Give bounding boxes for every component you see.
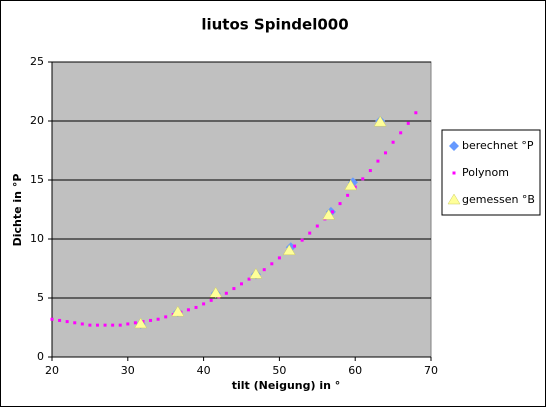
- square-marker: [58, 318, 62, 322]
- square-marker: [452, 171, 456, 175]
- y-tick-label: 20: [30, 114, 44, 127]
- square-marker: [186, 308, 190, 312]
- legend-label: gemessen °B: [462, 193, 535, 206]
- square-marker: [330, 210, 334, 214]
- plot-area: [51, 61, 432, 358]
- square-marker: [149, 318, 153, 322]
- square-marker: [111, 323, 115, 327]
- square-marker: [202, 302, 206, 306]
- triangle-marker: [344, 179, 358, 191]
- legend-label: berechnet °P: [462, 139, 534, 152]
- square-marker: [262, 268, 266, 272]
- y-tick-label: 10: [30, 232, 44, 245]
- square-marker: [315, 224, 319, 228]
- square-marker: [50, 317, 54, 321]
- square-marker: [194, 305, 198, 309]
- diamond-marker: [449, 141, 459, 151]
- triangle-marker: [171, 305, 185, 317]
- y-tick-label: 25: [30, 55, 44, 68]
- square-marker: [414, 111, 418, 115]
- x-tick-label: 50: [272, 364, 286, 377]
- y-tick-label: 15: [30, 173, 44, 186]
- square-marker: [406, 121, 410, 125]
- square-marker: [224, 291, 228, 295]
- square-marker: [270, 262, 274, 266]
- y-tick-label: 0: [37, 350, 44, 363]
- triangle-marker: [134, 317, 148, 329]
- square-marker: [65, 320, 69, 324]
- square-marker: [247, 277, 251, 281]
- triangle-marker: [373, 115, 387, 127]
- square-marker: [88, 323, 92, 327]
- x-tick-label: 70: [424, 364, 438, 377]
- triangle-marker: [249, 267, 263, 279]
- chart-title: liutos Spindel000: [201, 16, 348, 34]
- square-marker: [277, 256, 281, 260]
- square-marker: [118, 323, 122, 327]
- square-marker: [300, 238, 304, 242]
- triangle-marker: [447, 193, 461, 205]
- square-marker: [293, 244, 297, 248]
- x-tick-label: 40: [197, 364, 211, 377]
- square-marker: [308, 231, 312, 235]
- square-marker: [384, 151, 388, 155]
- square-marker: [338, 202, 342, 206]
- square-marker: [232, 287, 236, 291]
- triangle-marker: [282, 244, 296, 256]
- y-axis-label: Dichte in °P: [11, 174, 24, 247]
- triangle-marker: [322, 208, 336, 220]
- square-marker: [391, 140, 395, 144]
- y-tick-label: 5: [37, 291, 44, 304]
- x-axis-label: tilt (Neigung) in °: [232, 379, 341, 392]
- x-tick-label: 30: [121, 364, 135, 377]
- x-tick-label: 60: [348, 364, 362, 377]
- square-marker: [346, 193, 350, 197]
- square-marker: [133, 321, 137, 325]
- square-marker: [368, 169, 372, 173]
- square-marker: [240, 282, 243, 286]
- square-marker: [376, 159, 380, 163]
- square-marker: [209, 298, 213, 302]
- square-marker: [361, 177, 365, 181]
- square-marker: [103, 323, 107, 327]
- x-tick-label: 20: [45, 364, 59, 377]
- square-marker: [95, 323, 99, 327]
- legend-label: Polynom: [462, 166, 509, 179]
- square-marker: [80, 322, 84, 326]
- square-marker: [399, 131, 403, 135]
- triangle-marker: [209, 286, 223, 298]
- square-marker: [73, 321, 77, 325]
- square-marker: [156, 317, 160, 321]
- square-marker: [126, 322, 130, 326]
- square-marker: [164, 315, 168, 319]
